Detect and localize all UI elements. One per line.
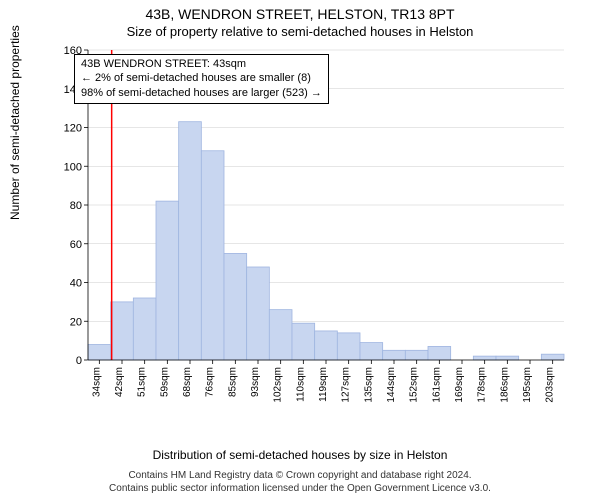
- footer: Contains HM Land Registry data © Crown c…: [0, 470, 600, 495]
- histogram-bar: [111, 302, 134, 360]
- x-tick-label: 119sqm: [318, 367, 329, 402]
- x-tick-label: 51sqm: [137, 367, 148, 397]
- histogram-bar: [179, 122, 202, 360]
- x-tick-label: 68sqm: [182, 367, 193, 397]
- y-tick-label: 120: [64, 123, 82, 135]
- x-tick-label: 152sqm: [409, 367, 420, 403]
- annotation-box: 43B WENDRON STREET: 43sqm ← 2% of semi-d…: [74, 54, 329, 104]
- histogram-bar: [360, 343, 383, 360]
- y-tick-label: 100: [64, 161, 82, 173]
- y-tick-label: 60: [70, 239, 82, 251]
- x-tick-label: 59sqm: [159, 367, 170, 397]
- x-tick-label: 85sqm: [227, 367, 238, 397]
- histogram-bar: [315, 331, 338, 360]
- annotation-line3: 98% of semi-detached houses are larger (…: [81, 86, 322, 100]
- chart-subtitle: Size of property relative to semi-detach…: [0, 22, 600, 39]
- x-tick-label: 34sqm: [91, 367, 102, 397]
- footer-line2: Contains public sector information licen…: [109, 483, 491, 494]
- histogram-bar: [133, 298, 156, 360]
- histogram-bar: [269, 310, 292, 360]
- x-tick-label: 195sqm: [522, 367, 533, 403]
- y-tick-label: 40: [70, 278, 82, 290]
- histogram-bar: [383, 350, 406, 360]
- x-tick-label: 135sqm: [363, 367, 374, 403]
- x-tick-label: 144sqm: [386, 367, 397, 403]
- histogram-bar: [405, 350, 428, 360]
- y-tick-label: 80: [70, 200, 82, 212]
- histogram-bar: [496, 356, 519, 360]
- y-tick-label: 0: [76, 355, 82, 367]
- annotation-line1: 43B WENDRON STREET: 43sqm: [81, 57, 322, 71]
- chart-container: 43B, WENDRON STREET, HELSTON, TR13 8PT S…: [0, 0, 600, 500]
- histogram-bar: [337, 333, 360, 360]
- x-tick-label: 186sqm: [499, 367, 510, 403]
- histogram-bar: [224, 253, 247, 360]
- y-axis-label: Number of semi-detached properties: [8, 25, 22, 220]
- histogram-bar: [201, 151, 224, 360]
- x-tick-label: 76sqm: [205, 367, 216, 397]
- x-tick-label: 127sqm: [341, 367, 352, 403]
- chart-title: 43B, WENDRON STREET, HELSTON, TR13 8PT: [0, 0, 600, 22]
- x-tick-label: 110sqm: [295, 367, 306, 402]
- histogram-bar: [428, 346, 451, 360]
- histogram-bar: [156, 201, 179, 360]
- x-tick-label: 203sqm: [545, 367, 556, 403]
- histogram-bar: [247, 267, 270, 360]
- footer-line1: Contains HM Land Registry data © Crown c…: [128, 470, 471, 481]
- x-tick-label: 169sqm: [454, 367, 465, 403]
- histogram-bar: [292, 323, 315, 360]
- annotation-line2: ← 2% of semi-detached houses are smaller…: [81, 71, 322, 85]
- histogram-bar: [541, 354, 564, 360]
- histogram-bar: [473, 356, 496, 360]
- x-tick-label: 93sqm: [250, 367, 261, 397]
- x-tick-label: 178sqm: [477, 367, 488, 403]
- y-tick-label: 20: [70, 316, 82, 328]
- histogram-bar: [88, 345, 111, 361]
- x-tick-label: 42sqm: [114, 367, 125, 397]
- x-axis-label: Distribution of semi-detached houses by …: [0, 448, 600, 462]
- x-tick-label: 161sqm: [431, 367, 442, 403]
- x-tick-label: 102sqm: [273, 367, 284, 403]
